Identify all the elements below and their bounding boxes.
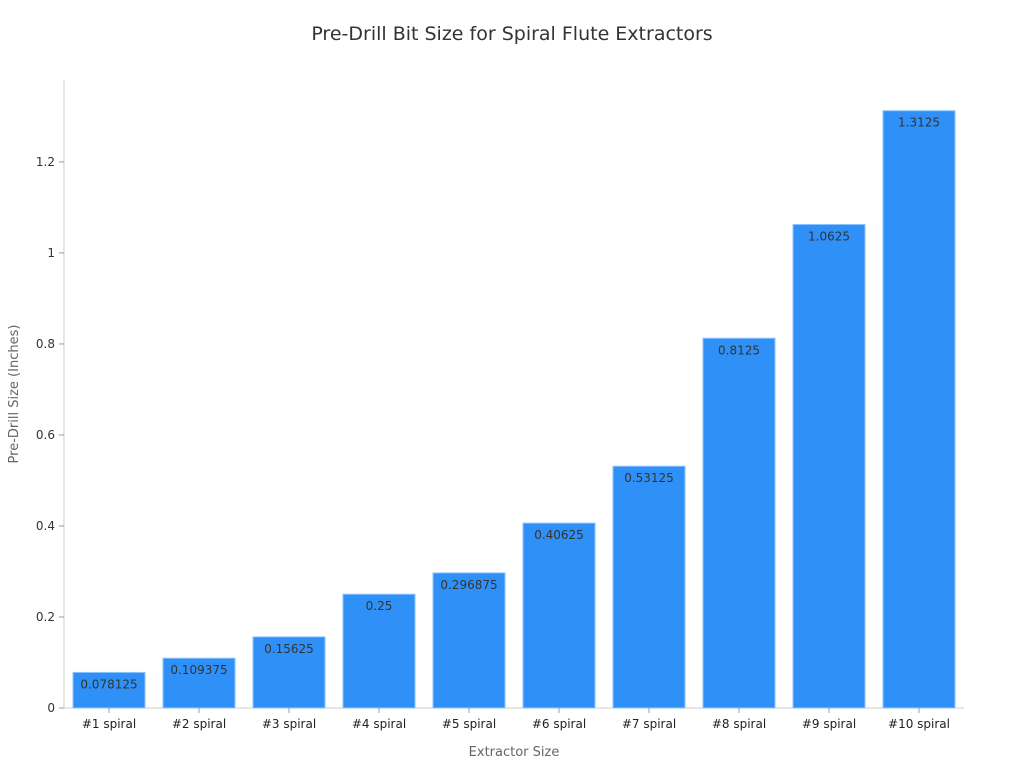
y-tick-label: 1 — [47, 246, 55, 260]
bar — [252, 636, 326, 709]
bar — [702, 337, 776, 709]
bar — [612, 465, 686, 709]
y-tick-label: 0.6 — [36, 428, 55, 442]
bar-data-label: 0.53125 — [624, 471, 674, 485]
bar — [432, 572, 506, 709]
bar-data-label: 0.078125 — [80, 677, 137, 691]
y-tick-label: 0.8 — [36, 337, 55, 351]
bar — [522, 522, 596, 709]
x-tick-label: #2 spiral — [172, 717, 226, 731]
x-tick-label: #9 spiral — [802, 717, 856, 731]
y-tick-label: 0 — [47, 701, 55, 715]
bar-data-label: 0.40625 — [534, 528, 584, 542]
x-tick-label: #1 spiral — [82, 717, 136, 731]
bar-data-label: 0.25 — [366, 599, 393, 613]
x-tick-label: #10 spiral — [888, 717, 950, 731]
y-tick-label: 1.2 — [36, 155, 55, 169]
chart-title: Pre-Drill Bit Size for Spiral Flute Extr… — [311, 23, 712, 45]
bar-data-label: 0.15625 — [264, 642, 314, 656]
x-tick-label: #7 spiral — [622, 717, 676, 731]
bar-data-label: 0.8125 — [718, 343, 760, 357]
bar-data-label: 1.3125 — [898, 116, 940, 130]
x-axis-label: Extractor Size — [469, 745, 560, 760]
x-tick-label: #3 spiral — [262, 717, 316, 731]
bar — [342, 593, 416, 709]
y-tick-label: 0.2 — [36, 610, 55, 624]
x-tick-label: #8 spiral — [712, 717, 766, 731]
bar-data-label: 1.0625 — [808, 229, 850, 243]
bar — [882, 110, 956, 709]
bar-data-label: 0.296875 — [440, 578, 497, 592]
bar — [72, 671, 146, 709]
x-tick-label: #4 spiral — [352, 717, 406, 731]
bar — [792, 223, 866, 709]
bar-data-label: 0.109375 — [170, 663, 227, 677]
y-axis-label: Pre-Drill Size (Inches) — [7, 325, 22, 464]
x-tick-label: #5 spiral — [442, 717, 496, 731]
y-tick-label: 0.4 — [36, 519, 55, 533]
bar — [162, 657, 236, 709]
x-tick-label: #6 spiral — [532, 717, 586, 731]
